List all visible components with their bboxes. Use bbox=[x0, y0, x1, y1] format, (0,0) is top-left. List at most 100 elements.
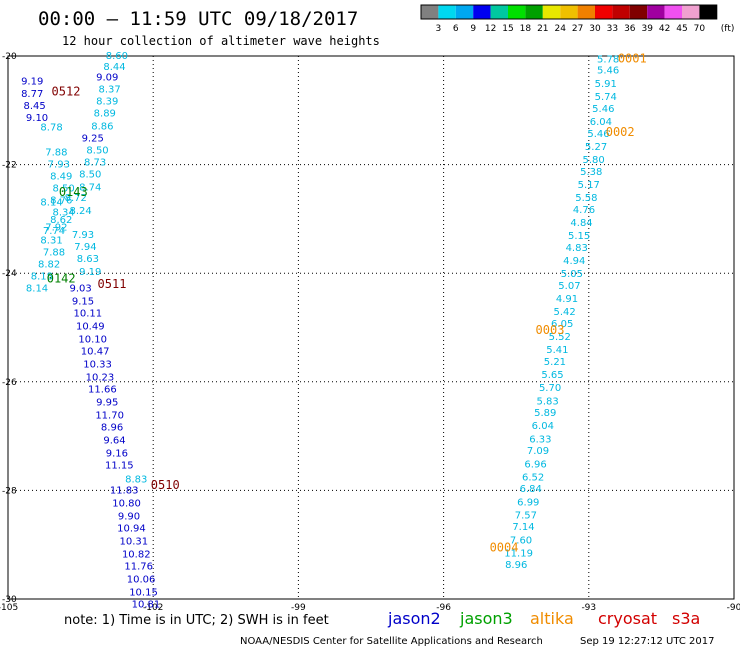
wave-height-value: 6.84 bbox=[520, 484, 542, 495]
wave-height-value: 7.57 bbox=[515, 510, 537, 521]
colorbar-unit: (ft) bbox=[721, 24, 735, 34]
wave-height-value: 4.83 bbox=[566, 243, 588, 254]
pass-label: 0142 bbox=[47, 272, 76, 286]
pass-label: 0510 bbox=[151, 478, 180, 492]
wave-height-value: 5.80 bbox=[583, 155, 605, 166]
wave-height-value: 9.10 bbox=[26, 113, 48, 124]
colorbar-label: 9 bbox=[470, 24, 476, 34]
wave-height-value: 9.25 bbox=[82, 133, 104, 144]
wave-height-value: 8.37 bbox=[99, 85, 121, 96]
wave-height-value: 5.27 bbox=[585, 142, 607, 153]
x-tick-label: -96 bbox=[436, 603, 451, 613]
wave-height-value: 10.31 bbox=[120, 536, 149, 547]
colorbar-label: 45 bbox=[676, 24, 687, 34]
wave-height-value: 8.50 bbox=[86, 145, 108, 156]
wave-height-value: 6.05 bbox=[551, 319, 573, 330]
mission-label: cryosat bbox=[598, 609, 657, 628]
wave-height-value: 6.04 bbox=[532, 421, 554, 432]
colorbar-label: 12 bbox=[485, 24, 496, 34]
colorbar-swatch bbox=[699, 5, 717, 19]
colorbar-swatch bbox=[629, 5, 648, 19]
wave-height-value: 7.92 bbox=[45, 223, 67, 234]
wave-height-value: 6.99 bbox=[517, 497, 539, 508]
wave-height-value: 5.42 bbox=[553, 307, 575, 318]
wave-height-value: 5.07 bbox=[558, 281, 580, 292]
wave-height-value: 7.88 bbox=[45, 148, 67, 159]
colorbar-swatch bbox=[647, 5, 665, 19]
wave-height-value: 8.31 bbox=[40, 236, 62, 247]
y-tick-label: -20 bbox=[2, 52, 17, 62]
wave-height-value: 8.78 bbox=[40, 123, 62, 134]
wave-height-value: 8.45 bbox=[23, 101, 45, 112]
colorbar-label: 27 bbox=[572, 24, 583, 34]
x-tick-label: -105 bbox=[0, 603, 18, 613]
colorbar-label: 18 bbox=[520, 24, 532, 34]
wave-height-value: 10.06 bbox=[127, 574, 156, 585]
wave-height-value: 8.14 bbox=[26, 283, 48, 294]
colorbar-swatch bbox=[525, 5, 543, 19]
wave-height-value: 6.04 bbox=[590, 117, 612, 128]
y-tick-label: -30 bbox=[2, 595, 17, 605]
colorbar-swatch bbox=[612, 5, 630, 19]
wave-height-value: 7.74 bbox=[43, 226, 65, 237]
wave-height-value: 10.10 bbox=[78, 334, 107, 345]
wave-height-value: 8.44 bbox=[103, 62, 125, 73]
wave-height-value: 5.46 bbox=[592, 104, 614, 115]
data-marks: 5.785.465.915.745.466.045.465.275.805.38… bbox=[21, 51, 619, 610]
wave-height-value: 5.46 bbox=[597, 66, 619, 77]
colorbar-label: 30 bbox=[589, 24, 601, 34]
wave-height-value: 6.33 bbox=[529, 434, 551, 445]
wave-height-value: 5.91 bbox=[595, 79, 617, 90]
wave-height-value: 6.96 bbox=[524, 459, 546, 470]
colorbar-swatch bbox=[595, 5, 613, 19]
wave-height-value: 8.96 bbox=[505, 560, 527, 571]
wave-height-value: 5.70 bbox=[539, 383, 561, 394]
colorbar-swatch bbox=[560, 5, 578, 19]
mission-label: jason3 bbox=[459, 609, 513, 628]
wave-height-value: 8.62 bbox=[50, 215, 72, 226]
wave-height-value: 7.93 bbox=[72, 230, 94, 241]
colorbar-label: 70 bbox=[694, 24, 706, 34]
wave-height-value: 4.94 bbox=[563, 256, 585, 267]
wave-height-value: 5.46 bbox=[587, 129, 609, 140]
wave-height-value: 8.77 bbox=[21, 89, 43, 100]
wave-height-value: 5.89 bbox=[534, 408, 556, 419]
axes: -105 -102 -99 -96 -93 -90 -20 -22 -24 -26 -28 -30 bbox=[0, 52, 740, 613]
wave-height-value: 5.17 bbox=[578, 180, 600, 191]
colorbar-label: 3 bbox=[436, 24, 442, 34]
wave-height-value: 10.11 bbox=[74, 308, 103, 319]
mission-label: altika bbox=[530, 609, 574, 628]
colorbar-label: 15 bbox=[502, 24, 513, 34]
wave-height-value: 8.82 bbox=[38, 259, 60, 270]
wave-height-value: 8.83 bbox=[125, 474, 147, 485]
wave-height-value: 10.49 bbox=[76, 321, 105, 332]
wave-height-value: 11.70 bbox=[95, 410, 124, 421]
wave-height-value: 10.80 bbox=[112, 498, 141, 509]
wave-height-value: 8.86 bbox=[91, 122, 113, 133]
wave-height-value: 5.74 bbox=[595, 92, 617, 103]
wave-height-value: 9.09 bbox=[96, 73, 118, 84]
wave-height-value: 9.15 bbox=[72, 296, 94, 307]
wave-height-value: 8.14 bbox=[40, 198, 62, 209]
colorbar-label: 21 bbox=[537, 24, 548, 34]
credit-text: NOAA/NESDIS Center for Satellite Applica… bbox=[240, 636, 543, 647]
colorbar-swatch bbox=[490, 5, 508, 19]
y-tick-label: -28 bbox=[2, 486, 17, 496]
wave-height-value: 8.89 bbox=[94, 108, 116, 119]
wave-height-value: 10.82 bbox=[122, 549, 151, 560]
colorbar: 3 6 9 12 15 18 21 24 27 30 33 36 39 42 45 70 (ft) bbox=[420, 4, 735, 34]
colorbar-swatch bbox=[421, 5, 439, 19]
wave-height-value: 10.81 bbox=[132, 599, 161, 610]
wave-height-value: 7.14 bbox=[512, 522, 534, 533]
wave-height-value: 9.64 bbox=[103, 435, 125, 446]
colorbar-label: 42 bbox=[659, 24, 670, 34]
colorbar-swatch bbox=[682, 5, 700, 19]
wave-height-value: 9.16 bbox=[106, 448, 128, 459]
wave-height-value: 9.19 bbox=[79, 267, 101, 278]
wave-height-value: 8.18 bbox=[31, 271, 53, 282]
wave-height-value: 10.33 bbox=[83, 359, 112, 370]
wave-height-value: 8.76 bbox=[50, 195, 72, 206]
wave-height-value: 10.94 bbox=[117, 523, 146, 534]
